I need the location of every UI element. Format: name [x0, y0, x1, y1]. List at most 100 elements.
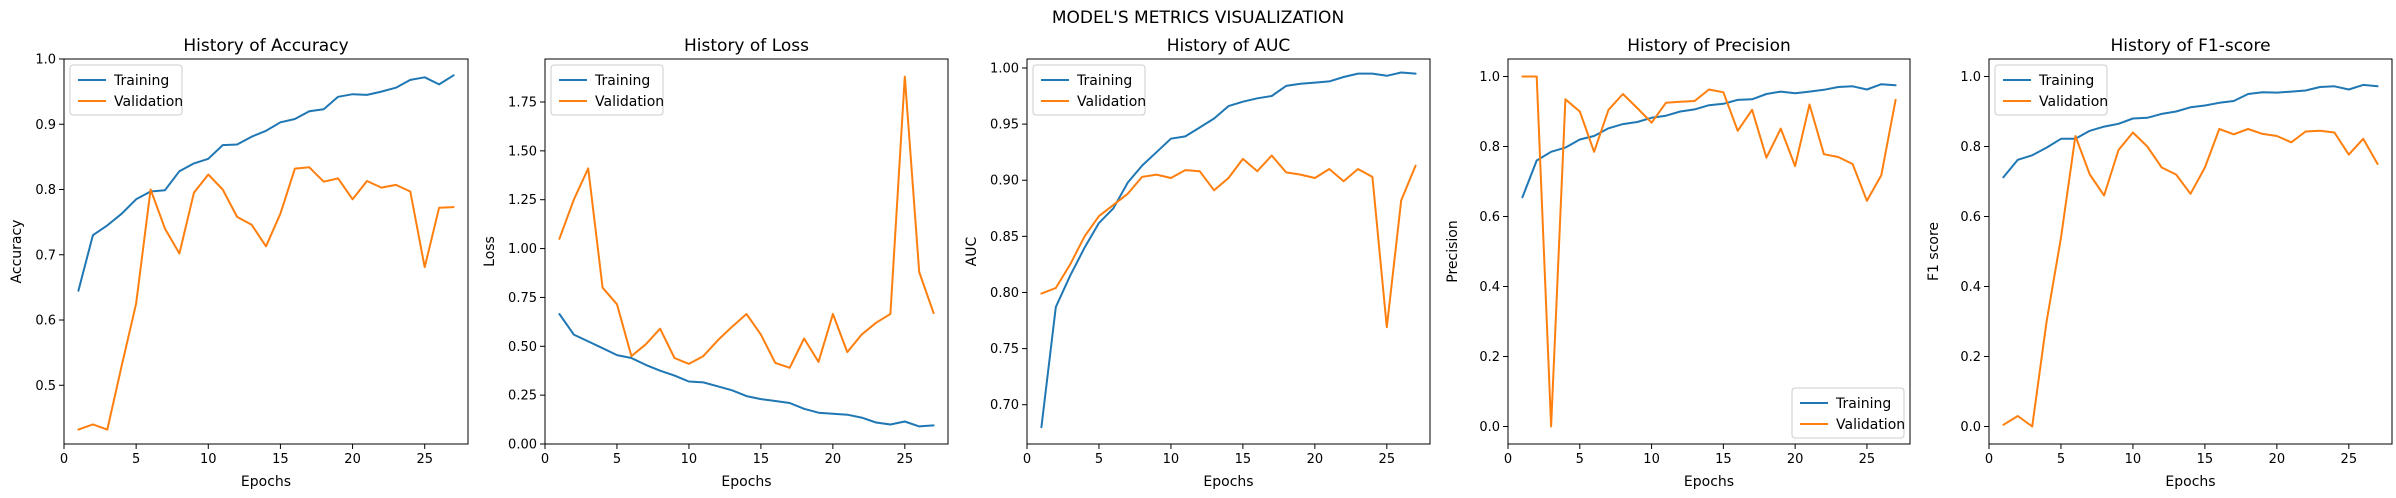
y-axis-label: AUC: [964, 236, 980, 266]
y-tick-label: 0.0: [1479, 420, 1500, 435]
legend-box: [1791, 387, 1905, 439]
chart-panel-4: History of Precision 0 5 10 15 20 25 0.0 0.2 0.4 0…: [1445, 36, 1911, 490]
x-tick-label: 5: [1095, 452, 1103, 467]
y-tick-label: 0.50: [508, 340, 537, 355]
x-tick-label: 10: [1643, 452, 1660, 467]
x-axis-label: Epochs: [1684, 474, 1734, 490]
y-tick-label: 0.00: [508, 438, 537, 453]
y-tick-label: 0.25: [508, 389, 537, 404]
x-tick-label: 15: [1235, 452, 1252, 467]
x-axis-label: Epochs: [721, 474, 771, 490]
x-tick-label: 25: [897, 452, 914, 467]
chart-panel-1: History of Accuracy 0 5 10 15 20 25 0.5 0.6 0.7 0.…: [9, 36, 469, 490]
x-tick-label: 20: [1307, 452, 1324, 467]
x-tick-label: 20: [825, 452, 842, 467]
x-tick-label: 0: [1504, 452, 1512, 467]
legend-label-validation: Validation: [1836, 417, 1905, 433]
y-axis-label: F1 score: [1926, 222, 1942, 281]
legend: Training Validation: [1791, 387, 1905, 439]
legend-label-validation: Validation: [1077, 94, 1146, 110]
series-line-validation: [2002, 128, 2379, 428]
legend-box: [1032, 64, 1146, 116]
y-tick-label: 1.0: [1960, 70, 1981, 85]
x-tick-label: 20: [344, 452, 361, 467]
x-tick-label: 5: [613, 452, 621, 467]
legend-label-training: Training: [2038, 73, 2094, 89]
y-tick-label: 0.90: [990, 174, 1019, 189]
x-tick-label: 15: [2197, 452, 2214, 467]
x-tick-label: 5: [2057, 452, 2065, 467]
legend-label-training: Training: [113, 73, 169, 89]
x-axis-label: Epochs: [1203, 474, 1253, 490]
x-tick-label: 10: [1163, 452, 1180, 467]
plot-frame: [1988, 58, 2393, 445]
y-tick-label: 0.7: [35, 248, 56, 263]
x-tick-label: 10: [681, 452, 698, 467]
chart-title: History of Precision: [1627, 36, 1791, 56]
x-tick-label: 0: [541, 452, 549, 467]
legend-box: [69, 64, 183, 116]
legend-label-training: Training: [1835, 396, 1891, 412]
plot-frame: [544, 58, 949, 445]
y-tick-label: 1.00: [508, 242, 537, 257]
x-tick-label: 0: [60, 452, 68, 467]
x-tick-label: 25: [2341, 452, 2358, 467]
y-tick-label: 0.75: [990, 342, 1019, 357]
series-line-training: [1521, 83, 1897, 199]
legend: Training Validation: [550, 64, 664, 116]
series-line-validation: [1040, 154, 1417, 329]
x-tick-label: 15: [753, 452, 770, 467]
x-tick-label: 20: [2269, 452, 2286, 467]
plot-frame: [63, 58, 469, 445]
y-tick-label: 0.70: [990, 398, 1019, 413]
y-axis-label: Accuracy: [9, 220, 25, 284]
plot-frame: [1507, 58, 1911, 445]
y-tick-label: 1.75: [508, 95, 537, 110]
chart-panel-5: History of F1-score 0 5 10 15 20 25 0.0 0.2 0.4 0.…: [1926, 36, 2393, 490]
y-tick-label: 0.6: [1479, 210, 1500, 225]
legend: Training Validation: [69, 64, 183, 116]
y-tick-label: 0.0: [1960, 420, 1981, 435]
y-axis-label: Loss: [482, 236, 498, 267]
y-tick-label: 1.00: [990, 61, 1019, 76]
legend-box: [1994, 64, 2108, 116]
y-tick-label: 1.0: [1479, 70, 1500, 85]
y-tick-label: 0.8: [1960, 140, 1981, 155]
legend-box: [550, 64, 664, 116]
series-line-training: [1040, 71, 1417, 429]
chart-panel-3: History of AUC 0 5 10 15 20 25 0.70 0.75 0.80 0.85…: [964, 36, 1431, 490]
x-tick-label: 0: [1023, 452, 1031, 467]
x-tick-label: 10: [200, 452, 217, 467]
y-tick-label: 0.80: [990, 286, 1019, 301]
legend: Training Validation: [1994, 64, 2108, 116]
plot-frame: [1026, 58, 1431, 445]
y-tick-label: 0.4: [1479, 280, 1500, 295]
y-tick-label: 1.0: [35, 53, 56, 68]
legend-label-validation: Validation: [2039, 94, 2108, 110]
series-line-training: [558, 313, 935, 428]
x-tick-label: 0: [1985, 452, 1993, 467]
y-tick-label: 0.5: [35, 379, 56, 394]
x-axis-label: Epochs: [241, 474, 291, 490]
chart-panel-2: History of Loss 0 5 10 15 20 25 0.00 0.25 0.50 0.7…: [482, 36, 949, 490]
legend-label-training: Training: [1076, 73, 1132, 89]
legend-label-validation: Validation: [114, 94, 183, 110]
y-tick-label: 0.95: [990, 118, 1019, 133]
y-tick-label: 1.50: [508, 144, 537, 159]
x-tick-label: 20: [1787, 452, 1804, 467]
x-tick-label: 5: [1576, 452, 1584, 467]
y-tick-label: 0.6: [35, 314, 56, 329]
y-tick-label: 0.6: [1960, 210, 1981, 225]
series-line-validation: [1521, 75, 1897, 428]
legend: Training Validation: [1032, 64, 1146, 116]
y-tick-label: 0.8: [1479, 140, 1500, 155]
chart-title: History of Accuracy: [183, 36, 348, 56]
y-tick-label: 0.2: [1479, 350, 1500, 365]
y-tick-label: 0.75: [508, 291, 537, 306]
x-tick-label: 25: [1379, 452, 1396, 467]
y-tick-label: 0.4: [1960, 280, 1981, 295]
legend-label-validation: Validation: [595, 94, 664, 110]
legend-label-training: Training: [594, 73, 650, 89]
x-tick-label: 15: [272, 452, 289, 467]
